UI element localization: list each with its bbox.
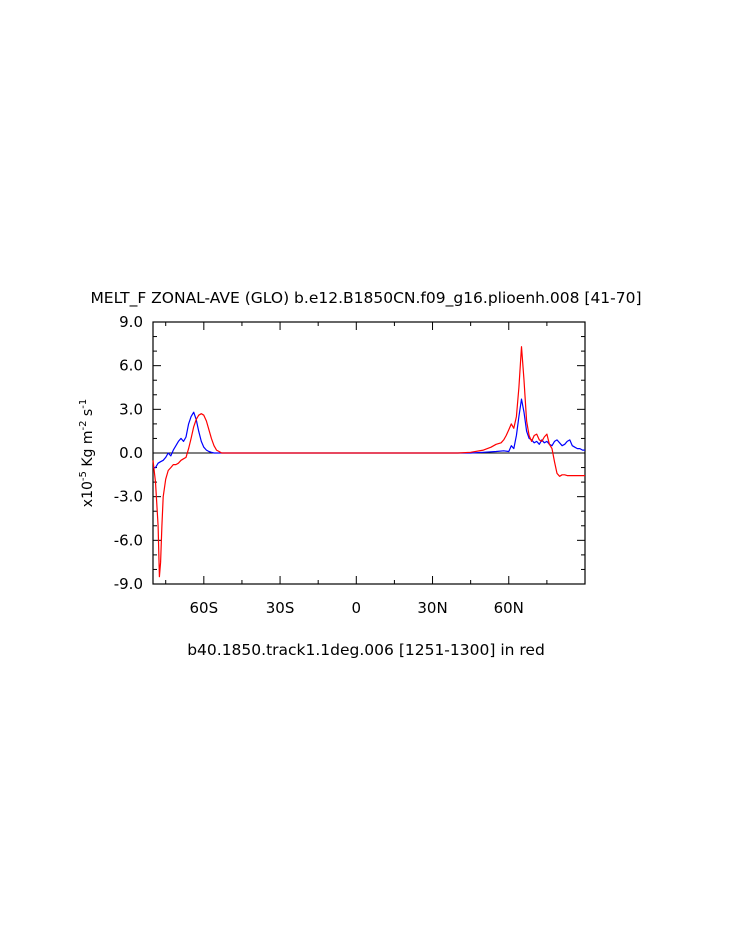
y-tick-label: -6.0 [114, 531, 143, 549]
x-tick-label: 30N [417, 599, 447, 617]
chart-title: MELT_F ZONAL-AVE (GLO) b.e12.B1850CN.f09… [90, 289, 641, 308]
y-tick-label: 0.0 [119, 444, 143, 462]
x-tick-label: 0 [352, 599, 362, 617]
x-axis-label: b40.1850.track1.1deg.006 [1251-1300] in … [187, 641, 545, 659]
x-tick-labels: 60S 30S 0 30N 60N [190, 599, 524, 617]
y-tick-label: -9.0 [114, 575, 143, 593]
y-tick-labels: -9.0 -6.0 -3.0 0.0 3.0 6.0 9.0 [114, 313, 143, 593]
axis-ticks [153, 321, 586, 585]
series-layer [152, 346, 585, 578]
x-tick-label: 60N [494, 599, 524, 617]
y-tick-label: -3.0 [114, 488, 143, 506]
y-axis-label: x10-5 Kg m-2 s-1 [78, 399, 96, 507]
x-tick-label: 60S [190, 599, 219, 617]
y-tick-label: 3.0 [119, 400, 143, 418]
series-line-2 [152, 346, 585, 578]
y-tick-label: 9.0 [119, 313, 143, 331]
y-tick-label: 6.0 [119, 357, 143, 375]
x-tick-label: 30S [266, 599, 295, 617]
series-line-1 [153, 398, 585, 469]
